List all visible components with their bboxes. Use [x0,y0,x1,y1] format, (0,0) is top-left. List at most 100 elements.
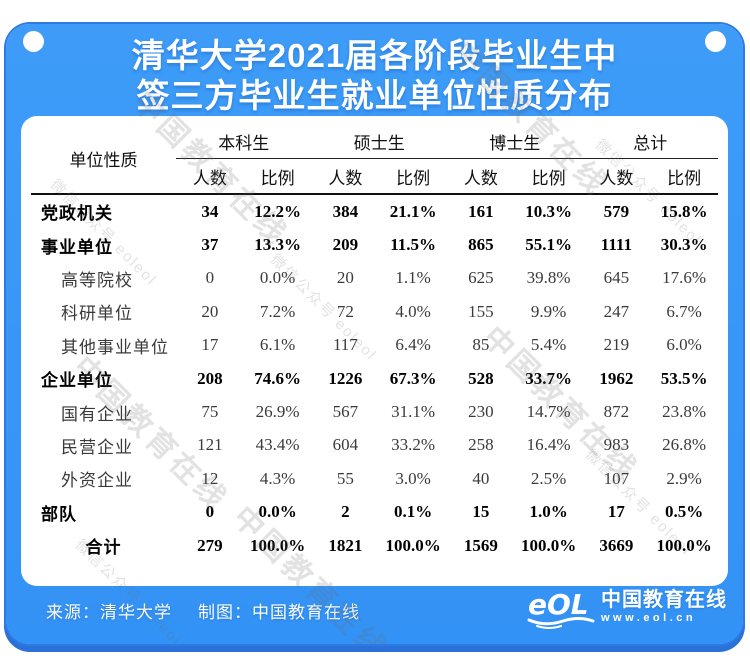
cell-value: 16.4% [526,435,571,455]
cell-value: 1569 [463,535,498,555]
cell-value: 100.0% [385,535,441,555]
table-row: 合计 279 100.0% 1821 100.0% 1569 100.0% 3669 100.0… [31,529,718,562]
cell-value: 23.8% [662,402,707,422]
sub-header-ratio: 比例 [514,158,583,195]
cell-value: 0.1% [394,502,433,522]
cell-value: 872 [603,402,630,422]
cell-value: 100.0% [250,535,306,555]
cell-value: 0.5% [665,502,704,522]
cell-value: 208 [197,368,223,388]
cell-value: 12 [201,468,219,488]
row-label: 事业单位 [41,237,113,257]
cell-value: 209 [332,235,359,255]
cell-value: 15 [472,502,490,522]
brand-block: eOL 中国教育在线 www.eol.cn [527,584,727,630]
footer: 来源：清华大学 制图：中国教育在线 eOL 中国教育在线 www.eol.cn [6,582,743,634]
cell-value: 2.5% [530,468,567,488]
cell-value: 15.8% [660,201,708,221]
group-header-master: 硕士生 [311,124,447,159]
cell-value: 3669 [599,535,634,555]
cell-value: 20 [336,268,354,288]
cell-value: 384 [332,201,359,221]
table-row: 党政机关 34 12.2% 384 21.1% 161 10.3% 579 15.8% [31,194,718,228]
cell-value: 121 [197,435,223,455]
cell-value: 645 [603,268,630,288]
title-line-2: 签三方毕业生就业单位性质分布 [136,77,613,114]
cell-value: 12.2% [254,201,301,221]
cell-value: 865 [468,235,494,255]
decor-dot-left [23,31,44,52]
cell-value: 67.3% [389,368,437,388]
cell-value: 247 [603,301,630,321]
maker-label: 制图：中国教育在线 [198,603,360,622]
cell-value: 100.0% [656,535,712,555]
employment-table: 单位性质 本科生 硕士生 博士生 总计 人数 比例 人数 比例 人数 比例 人数… [31,124,718,562]
cell-value: 9.9% [530,301,567,321]
sub-header-ratio: 比例 [650,158,718,195]
table-row: 国有企业 75 26.9% 567 31.1% 230 14.7% 872 23.8% [31,395,718,428]
row-label: 高等院校 [61,270,133,290]
cell-value: 100.0% [521,535,577,555]
cell-value: 3.0% [395,468,431,488]
credits: 来源：清华大学 制图：中国教育在线 [46,598,386,623]
cell-value: 4.0% [395,301,431,321]
table-group-header-row: 单位性质 本科生 硕士生 博士生 总计 [31,124,718,195]
cell-value: 74.6% [254,368,301,388]
cell-value: 983 [603,435,630,455]
cell-value: 161 [468,201,494,221]
cell-value: 4.3% [259,468,296,488]
cell-value: 567 [332,402,359,422]
sub-header-count: 人数 [447,158,515,195]
infographic-card: 清华大学2021届各阶段毕业生中 签三方毕业生就业单位性质分布 单位性质 本科生… [6,24,743,644]
cell-value: 1821 [328,535,363,555]
cell-value: 6.0% [666,335,702,355]
cell-value: 579 [603,201,630,221]
table-row: 其他事业单位 17 6.1% 117 6.4% 85 5.4% 219 6.0% [31,329,718,362]
cell-value: 55 [336,468,354,488]
cell-value: 0.0% [259,268,296,288]
group-header-doctor: 博士生 [447,124,583,159]
row-label: 企业单位 [41,371,113,391]
cell-value: 37 [201,235,219,255]
title-line-1: 清华大学2021届各阶段毕业生中 [131,37,618,74]
cell-value: 1.0% [529,502,568,522]
cell-value: 75 [201,402,219,422]
row-label: 合计 [85,538,122,558]
source-label: 来源：清华大学 [46,603,172,622]
table-row: 事业单位 37 13.3% 209 11.5% 865 55.1% 1111 30.3% [31,228,718,261]
cell-value: 6.7% [666,301,702,321]
cell-value: 2 [341,502,350,522]
cell-value: 43.4% [255,435,300,455]
cell-value: 26.8% [662,435,707,455]
table-panel: 单位性质 本科生 硕士生 博士生 总计 人数 比例 人数 比例 人数 比例 人数… [21,116,728,586]
cell-value: 17 [607,502,625,522]
group-header-total: 总计 [582,124,718,159]
unit-type-header: 单位性质 [31,124,176,195]
svg-text:eOL: eOL [528,588,589,621]
sub-header-ratio: 比例 [243,158,312,195]
table-row: 科研单位 20 7.2% 72 4.0% 155 9.9% 247 6.7% [31,295,718,328]
cell-value: 117 [332,335,358,355]
cell-value: 7.2% [259,301,296,321]
cell-value: 11.5% [390,235,437,255]
cell-value: 1962 [599,368,634,388]
cell-value: 5.4% [530,335,567,355]
row-label: 部队 [41,504,77,524]
cell-value: 604 [332,435,359,455]
cell-value: 17.6% [662,268,707,288]
cell-value: 40 [472,468,490,488]
cell-value: 6.4% [395,335,431,355]
decor-dot-right [705,31,726,52]
table-row: 高等院校 0 0.0% 20 1.1% 625 39.8% 645 17.6% [31,262,718,295]
cell-value: 0.0% [258,502,297,522]
cell-value: 13.3% [254,235,301,255]
brand-name: 中国教育在线 [601,589,727,611]
cell-value: 258 [468,435,494,455]
cell-value: 1226 [328,368,363,388]
cell-value: 1111 [600,235,632,255]
cell-value: 107 [603,468,630,488]
cell-value: 625 [468,268,494,288]
row-label: 其他事业单位 [61,337,169,357]
cell-value: 21.1% [389,201,437,221]
table-sub-header-row: 人数 比例 人数 比例 人数 比例 人数 比例 [31,158,718,195]
